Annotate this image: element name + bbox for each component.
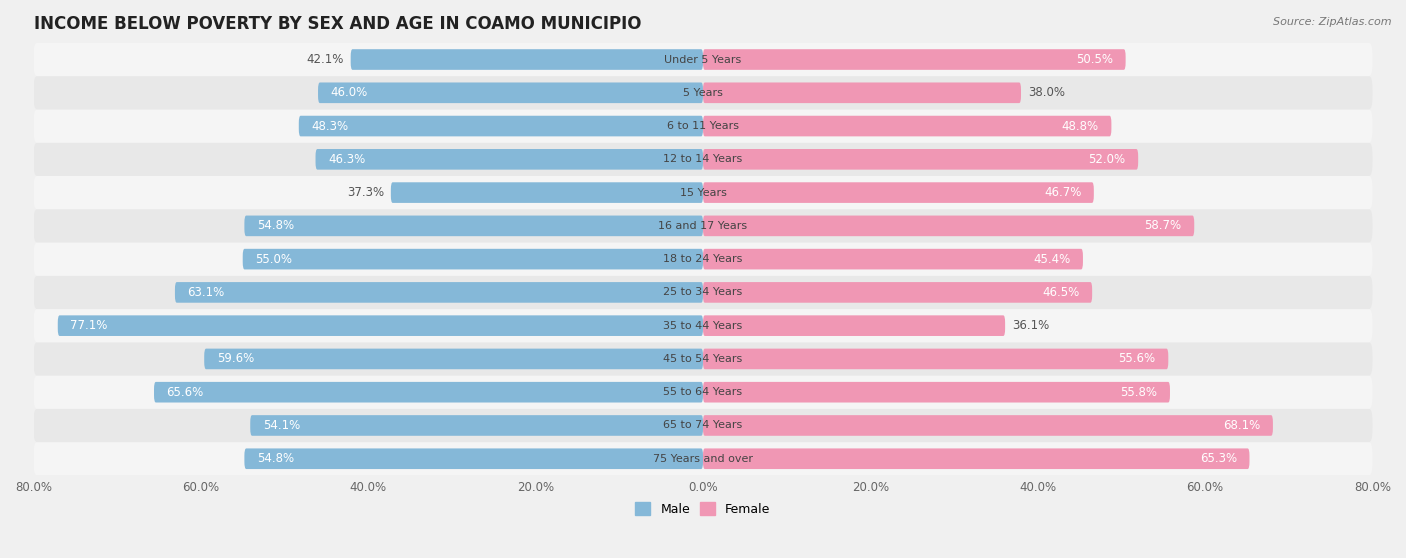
Text: 42.1%: 42.1% [307,53,344,66]
Text: 55 to 64 Years: 55 to 64 Years [664,387,742,397]
Text: 5 Years: 5 Years [683,88,723,98]
FancyBboxPatch shape [350,49,703,70]
FancyBboxPatch shape [34,143,1372,176]
FancyBboxPatch shape [34,209,1372,243]
Text: 45.4%: 45.4% [1033,253,1070,266]
FancyBboxPatch shape [245,215,703,236]
FancyBboxPatch shape [174,282,703,302]
FancyBboxPatch shape [391,182,703,203]
FancyBboxPatch shape [34,243,1372,276]
Text: 46.5%: 46.5% [1042,286,1080,299]
FancyBboxPatch shape [34,309,1372,342]
FancyBboxPatch shape [703,49,1126,70]
FancyBboxPatch shape [703,182,1094,203]
FancyBboxPatch shape [34,176,1372,209]
Text: 63.1%: 63.1% [187,286,225,299]
Text: 46.3%: 46.3% [328,153,366,166]
FancyBboxPatch shape [243,249,703,270]
Legend: Male, Female: Male, Female [630,497,776,521]
FancyBboxPatch shape [204,349,703,369]
Text: 18 to 24 Years: 18 to 24 Years [664,254,742,264]
Text: 48.8%: 48.8% [1062,119,1099,133]
FancyBboxPatch shape [34,342,1372,376]
FancyBboxPatch shape [703,83,1021,103]
Text: 59.6%: 59.6% [217,353,254,365]
FancyBboxPatch shape [34,376,1372,409]
Text: 52.0%: 52.0% [1088,153,1126,166]
FancyBboxPatch shape [703,349,1168,369]
FancyBboxPatch shape [703,382,1170,402]
Text: 77.1%: 77.1% [70,319,108,332]
Text: 12 to 14 Years: 12 to 14 Years [664,155,742,164]
Text: 54.8%: 54.8% [257,219,294,232]
FancyBboxPatch shape [34,409,1372,442]
FancyBboxPatch shape [34,276,1372,309]
FancyBboxPatch shape [318,83,703,103]
FancyBboxPatch shape [703,449,1250,469]
Text: 37.3%: 37.3% [347,186,384,199]
FancyBboxPatch shape [315,149,703,170]
FancyBboxPatch shape [34,76,1372,109]
Text: 55.8%: 55.8% [1121,386,1157,399]
FancyBboxPatch shape [34,43,1372,76]
Text: 65.3%: 65.3% [1199,452,1237,465]
Text: 75 Years and over: 75 Years and over [652,454,754,464]
FancyBboxPatch shape [703,249,1083,270]
Text: 6 to 11 Years: 6 to 11 Years [666,121,740,131]
Text: 38.0%: 38.0% [1028,86,1064,99]
FancyBboxPatch shape [58,315,703,336]
Text: 55.6%: 55.6% [1119,353,1156,365]
FancyBboxPatch shape [299,116,703,136]
Text: 46.7%: 46.7% [1043,186,1081,199]
FancyBboxPatch shape [703,215,1194,236]
FancyBboxPatch shape [703,116,1111,136]
Text: 46.0%: 46.0% [330,86,368,99]
Text: INCOME BELOW POVERTY BY SEX AND AGE IN COAMO MUNICIPIO: INCOME BELOW POVERTY BY SEX AND AGE IN C… [34,15,641,33]
Text: 54.8%: 54.8% [257,452,294,465]
FancyBboxPatch shape [703,415,1272,436]
Text: 54.1%: 54.1% [263,419,299,432]
Text: 36.1%: 36.1% [1012,319,1049,332]
Text: 15 Years: 15 Years [679,187,727,198]
FancyBboxPatch shape [245,449,703,469]
Text: 45 to 54 Years: 45 to 54 Years [664,354,742,364]
FancyBboxPatch shape [34,442,1372,475]
FancyBboxPatch shape [703,282,1092,302]
Text: Source: ZipAtlas.com: Source: ZipAtlas.com [1274,17,1392,27]
Text: 68.1%: 68.1% [1223,419,1260,432]
Text: 48.3%: 48.3% [311,119,349,133]
Text: 50.5%: 50.5% [1076,53,1114,66]
Text: 25 to 34 Years: 25 to 34 Years [664,287,742,297]
FancyBboxPatch shape [703,149,1139,170]
Text: 16 and 17 Years: 16 and 17 Years [658,221,748,231]
FancyBboxPatch shape [34,109,1372,143]
FancyBboxPatch shape [155,382,703,402]
Text: 65 to 74 Years: 65 to 74 Years [664,421,742,430]
FancyBboxPatch shape [703,315,1005,336]
Text: 55.0%: 55.0% [256,253,292,266]
Text: 58.7%: 58.7% [1144,219,1181,232]
FancyBboxPatch shape [250,415,703,436]
Text: Under 5 Years: Under 5 Years [665,55,741,65]
Text: 35 to 44 Years: 35 to 44 Years [664,321,742,331]
Text: 65.6%: 65.6% [166,386,204,399]
